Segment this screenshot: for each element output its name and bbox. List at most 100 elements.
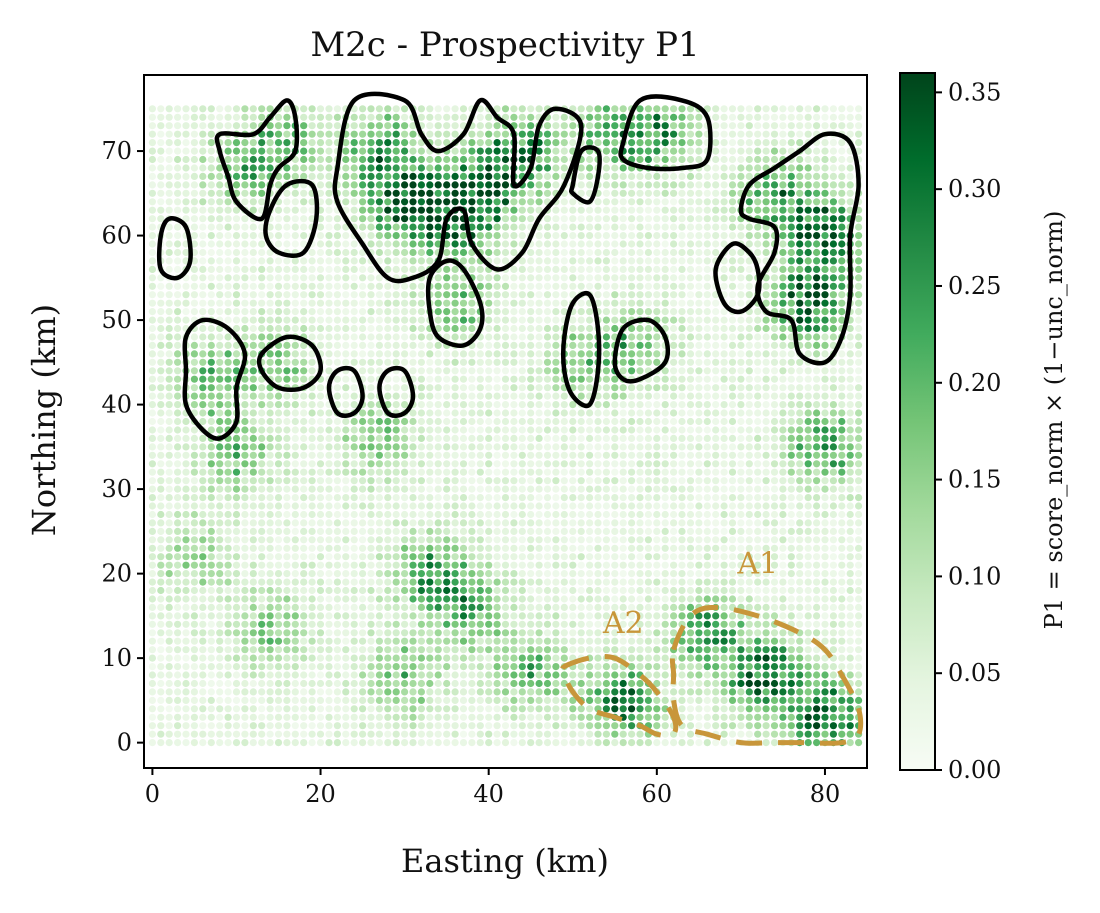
data-point xyxy=(636,570,644,578)
data-point xyxy=(333,341,341,349)
data-point xyxy=(434,384,442,392)
data-point xyxy=(316,586,325,595)
data-point xyxy=(670,341,678,349)
data-point xyxy=(392,654,400,662)
data-point xyxy=(602,443,611,451)
data-point xyxy=(779,654,787,662)
data-point xyxy=(813,612,821,620)
data-point xyxy=(846,730,854,738)
data-point xyxy=(813,502,821,510)
data-point xyxy=(543,485,552,493)
data-point xyxy=(249,417,257,426)
data-point xyxy=(586,324,594,333)
data-point xyxy=(375,333,383,341)
data-point xyxy=(359,494,367,502)
data-point xyxy=(426,257,434,265)
data-point xyxy=(468,688,476,696)
data-point xyxy=(224,485,232,493)
data-point xyxy=(552,730,560,738)
data-point xyxy=(333,553,341,561)
data-point xyxy=(468,705,476,713)
data-point xyxy=(636,308,644,316)
data-point xyxy=(367,274,375,282)
data-point xyxy=(258,316,266,324)
data-point xyxy=(409,299,417,307)
data-point xyxy=(829,629,838,637)
data-point xyxy=(560,510,568,519)
data-point xyxy=(199,612,207,620)
data-point xyxy=(728,544,737,552)
data-point xyxy=(258,713,266,721)
data-point xyxy=(384,248,392,257)
data-point xyxy=(426,426,434,434)
data-point xyxy=(316,713,325,721)
data-point xyxy=(359,460,367,468)
data-point xyxy=(485,603,493,612)
data-point xyxy=(350,274,358,282)
data-point xyxy=(653,485,661,493)
data-point xyxy=(207,477,215,485)
data-point xyxy=(745,316,753,324)
data-point xyxy=(712,629,720,637)
data-point xyxy=(577,350,585,358)
data-point xyxy=(804,739,812,747)
data-point xyxy=(417,654,425,662)
data-point xyxy=(350,434,358,442)
data-point xyxy=(569,519,577,527)
data-point xyxy=(190,443,198,451)
data-point xyxy=(199,401,207,409)
data-point xyxy=(577,713,585,721)
data-point xyxy=(493,291,501,299)
data-point xyxy=(182,527,190,536)
data-point xyxy=(207,527,215,536)
data-point xyxy=(190,502,198,510)
data-point xyxy=(165,494,173,502)
data-point xyxy=(182,536,190,544)
data-point xyxy=(787,494,795,502)
data-point xyxy=(174,477,182,485)
data-point xyxy=(628,291,636,299)
data-point xyxy=(443,409,451,417)
data-point xyxy=(157,291,165,299)
data-point xyxy=(619,696,627,705)
data-point xyxy=(754,603,762,612)
data-point xyxy=(628,426,636,434)
data-point xyxy=(409,629,417,637)
data-point xyxy=(543,663,552,671)
data-point xyxy=(216,375,224,383)
data-point xyxy=(728,426,737,434)
data-point xyxy=(796,299,804,307)
data-point xyxy=(594,544,602,552)
data-point xyxy=(770,671,779,679)
data-point xyxy=(813,274,821,282)
data-point xyxy=(712,375,720,383)
data-point xyxy=(661,612,669,620)
data-point xyxy=(628,341,636,349)
data-point xyxy=(258,502,266,510)
data-point xyxy=(174,603,182,612)
data-point xyxy=(157,274,165,282)
data-point xyxy=(535,620,543,628)
data-point xyxy=(359,316,367,324)
data-point xyxy=(543,333,552,341)
data-point xyxy=(258,477,266,485)
data-point xyxy=(316,502,325,510)
data-point xyxy=(274,409,283,417)
data-point xyxy=(459,384,468,392)
data-point xyxy=(451,375,459,383)
data-point xyxy=(451,265,459,273)
data-point xyxy=(619,705,627,713)
data-point xyxy=(485,671,493,679)
data-point xyxy=(232,586,241,595)
data-point xyxy=(174,696,182,705)
data-point xyxy=(678,663,686,671)
data-point xyxy=(762,291,770,299)
data-point xyxy=(703,324,711,333)
data-point xyxy=(392,248,400,257)
data-point xyxy=(367,502,375,510)
data-point xyxy=(518,612,526,620)
data-point xyxy=(586,282,594,290)
data-point xyxy=(384,434,392,442)
data-point xyxy=(745,333,753,341)
data-point xyxy=(426,510,434,519)
